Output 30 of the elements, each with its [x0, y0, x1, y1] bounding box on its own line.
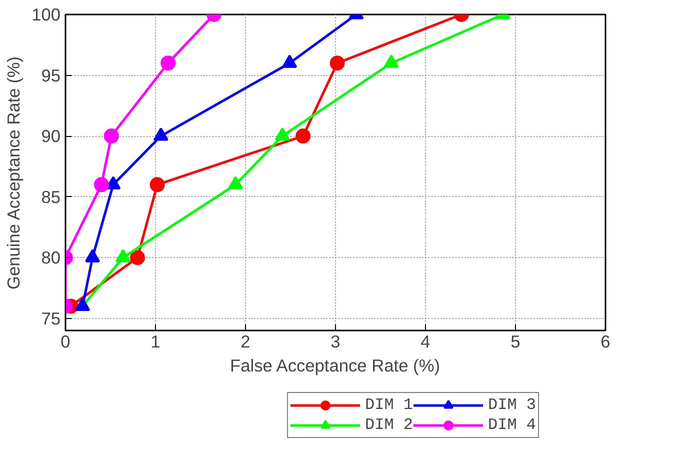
point	[94, 177, 109, 192]
point	[106, 176, 121, 190]
x-tick-label: 3	[330, 332, 340, 352]
x-tick-label: 6	[600, 332, 610, 352]
y-tick-label: 80	[41, 248, 61, 268]
point	[116, 249, 131, 262]
point	[150, 177, 165, 192]
point	[228, 176, 244, 190]
x-tick-label: 4	[420, 332, 431, 352]
y-tick-label: 85	[41, 186, 61, 207]
x-tick-label: 1	[150, 332, 160, 352]
point	[85, 249, 100, 262]
legend-label: DIM 4	[488, 416, 536, 434]
y-tick-label: 90	[41, 126, 61, 146]
x-axis-title: False Acceptance Rate (%)	[230, 356, 440, 376]
point	[130, 250, 145, 266]
x-tick-label: 5	[510, 332, 520, 352]
y-tick-label: 100	[32, 4, 61, 24]
point	[296, 128, 311, 144]
point	[330, 56, 345, 71]
point	[104, 128, 119, 144]
y-tick-label: 75	[41, 308, 61, 328]
y-tick-label: 95	[41, 65, 61, 86]
y-axis-title: Genuine Acceptance Rate (%)	[4, 56, 24, 290]
x-tick-label: 0	[60, 332, 70, 352]
x-tick-label: 2	[240, 332, 250, 352]
legend-label: DIM 3	[488, 396, 536, 414]
point	[160, 56, 176, 71]
legend-label: DIM 1	[365, 396, 414, 414]
legend-label: DIM 2	[365, 416, 414, 434]
